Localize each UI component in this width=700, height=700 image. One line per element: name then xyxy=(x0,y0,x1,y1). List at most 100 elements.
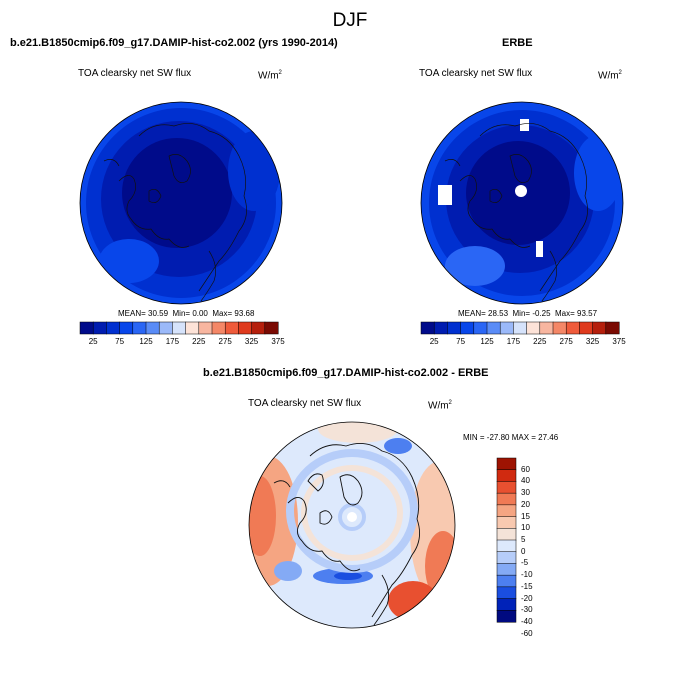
colorbar-swatch-0-4 xyxy=(132,321,147,335)
page-title: DJF xyxy=(332,10,368,31)
model-atlantic-patch xyxy=(99,239,159,283)
colorbar-swatch-0-1 xyxy=(92,321,107,335)
diff-colorbar-swatch-13 xyxy=(496,610,517,623)
obs-polar-map xyxy=(420,101,624,305)
colorbar-tick-label: 175 xyxy=(506,337,521,346)
colorbar-tick-label: 25 xyxy=(429,337,439,346)
obs-missing-top xyxy=(520,119,529,131)
colorbar-swatch-1-9 xyxy=(539,321,554,335)
obs-missing-pole xyxy=(515,185,527,197)
colorbar-swatch-1-5 xyxy=(486,321,501,335)
diff-colorbar-swatch-7 xyxy=(496,539,517,553)
colorbar-swatch-0-5 xyxy=(145,321,160,335)
diff-colorbar-tick-label: 15 xyxy=(521,511,530,521)
obs-atlantic-patch xyxy=(445,246,505,286)
diff-panel-title: b.e21.B1850cmip6.f09_g17.DAMIP-hist-co2.… xyxy=(203,367,489,379)
colorbar-swatch-0-6 xyxy=(158,321,173,335)
colorbar-tick-label: 375 xyxy=(271,337,285,346)
diff-polar-map xyxy=(248,421,456,629)
colorbar-swatch-1-14 xyxy=(605,321,620,335)
diff-colorbar-tick-label: -15 xyxy=(521,581,533,591)
obs-panel-units: W/m2 xyxy=(598,70,622,82)
colorbar-swatch-0-9 xyxy=(198,321,213,335)
diff-colorbar-swatch-1 xyxy=(496,469,517,482)
colorbar-swatch-0-12 xyxy=(238,321,253,335)
diff-colorbar-tick-label: 40 xyxy=(521,476,530,486)
colorbar-tick-label: 175 xyxy=(165,337,180,346)
model-panel-subtitle: TOA clearsky net SW flux xyxy=(78,68,192,79)
diff-warm-north xyxy=(318,422,398,443)
colorbar-swatch-0-2 xyxy=(106,321,121,335)
model-colorbar xyxy=(79,321,279,335)
diff-colorbar-swatch-0 xyxy=(496,457,517,471)
diff-colorbar-tick-label: 20 xyxy=(521,499,530,509)
colorbar-swatch-0-7 xyxy=(172,321,187,335)
colorbar-tick-label: 25 xyxy=(88,337,98,346)
diff-colorbar-labels: 60 40 30 20 15 10 5 0 -5 -10 -15 -20 -30 -40 -60 xyxy=(521,458,551,638)
colorbar-swatch-1-8 xyxy=(526,321,541,335)
diff-colorbar-swatch-8 xyxy=(496,551,517,564)
colorbar-swatch-1-6 xyxy=(499,321,514,335)
diff-cool-northeast xyxy=(384,438,412,454)
diff-colorbar-tick-label: -40 xyxy=(521,617,533,626)
colorbar-swatch-1-13 xyxy=(592,321,607,335)
colorbar-tick-label: 275 xyxy=(559,337,573,346)
diff-colorbar-tick-label: -60 xyxy=(521,628,533,638)
model-panel-title: b.e21.B1850cmip6.f09_g17.DAMIP-hist-co2.… xyxy=(10,37,338,49)
colorbar-swatch-0-11 xyxy=(224,321,239,335)
colorbar-tick-label: 75 xyxy=(456,337,466,346)
model-land-outline xyxy=(103,123,247,302)
diff-colorbar-tick-label: -5 xyxy=(521,558,529,568)
obs-colorbar xyxy=(420,321,620,335)
diff-colorbar-tick-label: 0 xyxy=(521,546,526,556)
diff-cool-west xyxy=(274,561,302,581)
diff-colorbar-swatch-2 xyxy=(496,481,517,494)
colorbar-swatch-1-1 xyxy=(433,321,448,335)
diff-colorbar-tick-label: -30 xyxy=(521,605,533,615)
diff-colorbar-swatch-5 xyxy=(496,516,517,529)
model-polar-map xyxy=(79,101,283,305)
colorbar-tick-label: 225 xyxy=(192,337,206,346)
colorbar-swatch-0-0 xyxy=(79,321,94,335)
colorbar-tick-label: 125 xyxy=(480,337,494,346)
colorbar-swatch-1-4 xyxy=(473,321,488,335)
diff-land-outline xyxy=(273,442,421,626)
diff-minmax: MIN = -27.80 MAX = 27.46 xyxy=(463,433,559,442)
colorbar-swatch-0-10 xyxy=(211,321,226,335)
diff-colorbar-swatch-11 xyxy=(496,586,517,600)
diff-warm-east xyxy=(410,461,455,601)
model-stats: MEAN= 30.59 Min= 0.00 Max= 93.68 xyxy=(118,309,255,318)
colorbar-swatch-0-3 xyxy=(119,321,134,335)
model-panel-units: W/m2 xyxy=(258,70,282,82)
colorbar-tick-label: 125 xyxy=(139,337,153,346)
diff-colorbar-tick-label: -20 xyxy=(521,593,533,603)
colorbar-tick-label: 325 xyxy=(244,337,259,346)
obs-missing-southeast xyxy=(536,241,543,257)
model-colorbar-labels: 25 75 125 175 225 275 325 375 xyxy=(80,337,285,349)
diff-colorbar-swatch-3 xyxy=(496,492,517,506)
colorbar-swatch-1-0 xyxy=(420,321,435,335)
model-pacific-patch xyxy=(228,131,280,211)
colorbar-swatch-0-14 xyxy=(264,321,279,335)
colorbar-swatch-1-7 xyxy=(513,321,528,335)
colorbar-swatch-1-10 xyxy=(552,321,567,335)
colorbar-swatch-1-3 xyxy=(460,321,475,335)
diff-colorbar-swatch-6 xyxy=(496,528,517,541)
diff-cool-south-core xyxy=(334,572,362,580)
diff-colorbar-tick-label: 10 xyxy=(521,523,530,533)
colorbar-swatch-1-11 xyxy=(565,321,580,335)
colorbar-tick-label: 375 xyxy=(612,337,626,346)
obs-missing-west xyxy=(438,185,452,205)
diff-panel-units: W/m2 xyxy=(428,400,452,412)
diff-warm-west-core xyxy=(249,476,276,556)
diff-colorbar-swatch-12 xyxy=(496,598,517,611)
diff-colorbar-tick-label: 5 xyxy=(521,535,526,544)
colorbar-swatch-1-12 xyxy=(579,321,594,335)
colorbar-tick-label: 225 xyxy=(533,337,547,346)
diff-colorbar xyxy=(496,457,517,623)
obs-panel-subtitle: TOA clearsky net SW flux xyxy=(419,68,533,79)
obs-stats: MEAN= 28.53 Min= -0.25 Max= 93.57 xyxy=(458,309,598,318)
diff-colorbar-swatch-9 xyxy=(496,563,517,576)
colorbar-tick-label: 75 xyxy=(115,337,125,346)
diff-colorbar-tick-label: 60 xyxy=(521,464,530,474)
